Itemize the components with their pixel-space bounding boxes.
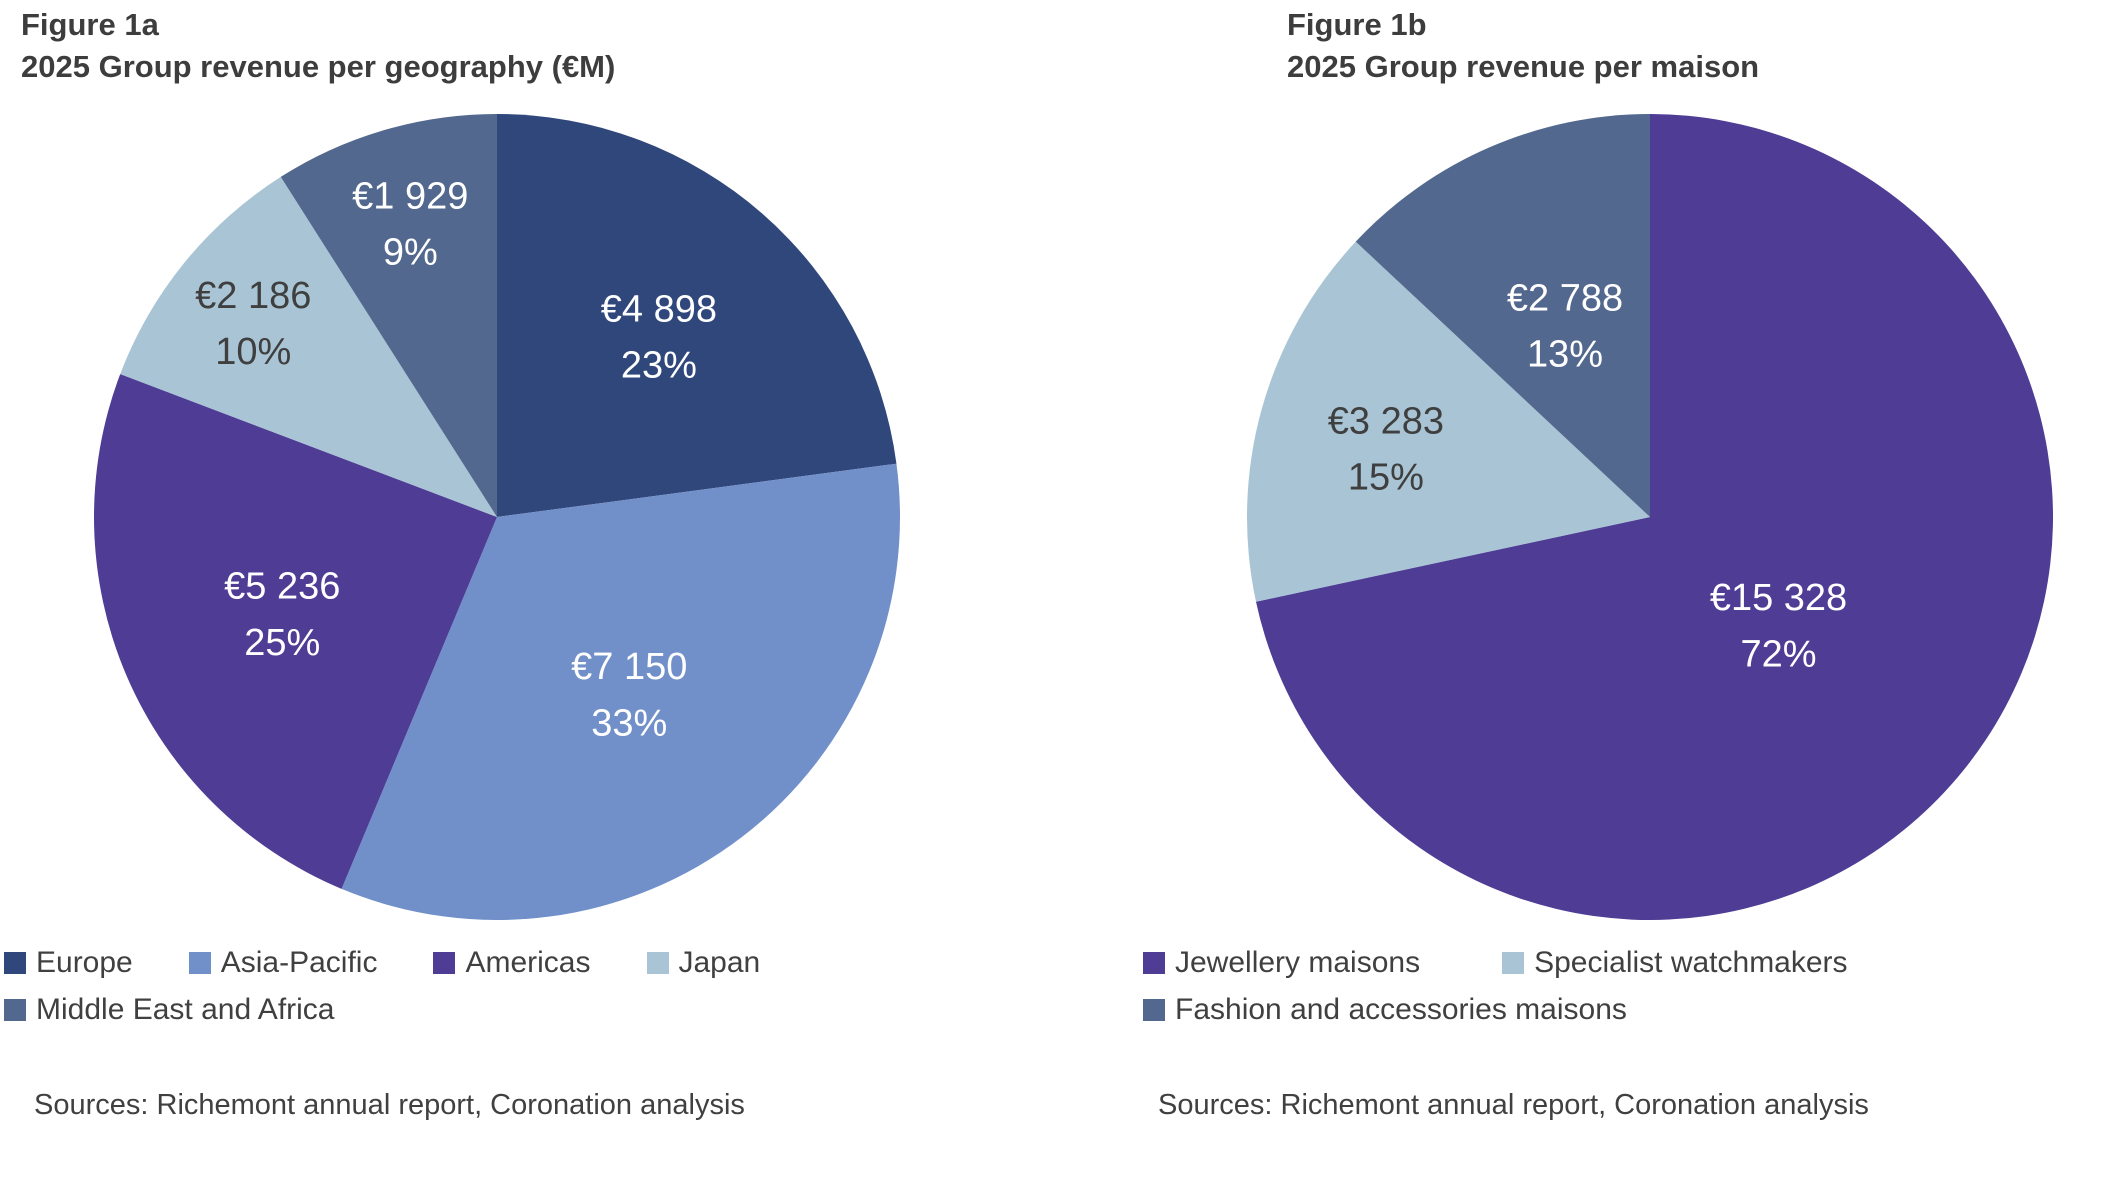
pie-chart-maison: €15 328 72% €3 283 15% €2 788 13% [1247, 114, 2053, 920]
legend-item-americas: Americas [433, 946, 591, 980]
legend-geography: Europe Asia-Pacific Americas Japan Middle Ea… [4, 946, 944, 1027]
legend-swatch-fashion-and-accessories-maisons [1143, 999, 1165, 1021]
figure-1a-title: Figure 1a 2025 Group revenue per geograp… [21, 4, 615, 87]
legend-swatch-americas [433, 952, 456, 974]
legend-swatch-asia-pacific [188, 952, 211, 974]
legend-item-jewellery-maisons: Jewellery maisons [1143, 946, 1420, 980]
figure-1a-label: Figure 1a [21, 7, 159, 42]
pie-slice-jewellery-maisons [1256, 114, 2053, 920]
legend-swatch-europe [4, 952, 26, 974]
legend-item-fashion-and-accessories-maisons: Fashion and accessories maisons [1143, 993, 1627, 1027]
legend-swatch-jewellery-maisons [1143, 952, 1165, 974]
pie-label-europe: €4 898 23% [601, 288, 717, 386]
legend-label-specialist-watchmakers: Specialist watchmakers [1534, 946, 1848, 979]
pie-slice-middle-east-and-africa [280, 114, 497, 517]
source-note-maison: Sources: Richemont annual report, Corona… [1158, 1089, 1869, 1121]
legend-item-japan: Japan [646, 946, 761, 980]
legend-item-europe: Europe [4, 946, 133, 980]
pie-slice-asia-pacific [341, 463, 900, 920]
pie-label-americas: €5 236 25% [224, 566, 340, 664]
legend-swatch-specialist-watchmakers [1502, 952, 1525, 974]
pie-label-middle-east-and-africa: €1 929 9% [352, 175, 468, 273]
figure-1b-subtitle: 2025 Group revenue per maison [1287, 48, 1760, 84]
legend-item-middle-east-and-africa: Middle East and Africa [4, 993, 335, 1027]
pie-slice-specialist-watchmakers [1247, 241, 1650, 602]
legend-label-fashion-and-accessories-maisons: Fashion and accessories maisons [1175, 993, 1627, 1026]
figure-1b-title: Figure 1b 2025 Group revenue per maison [1287, 4, 1759, 87]
pie-slice-fashion-and-accessories-maisons [1355, 114, 1650, 517]
legend-swatch-middle-east-and-africa [4, 999, 26, 1021]
pie-label-specialist-watchmakers: €3 283 15% [1328, 400, 1444, 498]
legend-label-japan: Japan [678, 946, 761, 979]
source-note-geography: Sources: Richemont annual report, Corona… [34, 1089, 745, 1121]
pie-svg-0: €4 898 23% €7 150 33% €5 236 25% €2 186 10% €1 9… [94, 114, 900, 920]
legend-label-jewellery-maisons: Jewellery maisons [1175, 946, 1421, 979]
legend-maison: Jewellery maisons Specialist watchmakers F… [1143, 946, 2103, 1027]
pie-slice-europe [497, 114, 897, 517]
legend-label-americas: Americas [465, 946, 591, 979]
legend-label-asia-pacific: Asia-Pacific [220, 946, 378, 979]
pie-label-japan: €2 186 10% [195, 275, 311, 373]
pie-slice-japan [120, 176, 497, 517]
legend-item-asia-pacific: Asia-Pacific [188, 946, 378, 980]
pie-chart-geography: €4 898 23% €7 150 33% €5 236 25% €2 186 10% €1 9… [94, 114, 900, 920]
pie-slice-americas [94, 374, 497, 889]
pie-svg-1: €15 328 72% €3 283 15% €2 788 13% [1247, 114, 2053, 920]
pie-label-fashion-and-accessories-maisons: €2 788 13% [1507, 277, 1623, 375]
figure-1a-subtitle: 2025 Group revenue per geography (€M) [21, 48, 616, 84]
legend-item-specialist-watchmakers: Specialist watchmakers [1502, 946, 1848, 980]
figure-1b-label: Figure 1b [1287, 7, 1427, 42]
legend-label-middle-east-and-africa: Middle East and Africa [36, 993, 335, 1026]
pie-label-jewellery-maisons: €15 328 72% [1710, 577, 1847, 675]
legend-swatch-japan [646, 952, 669, 974]
legend-label-europe: Europe [36, 946, 133, 979]
pie-label-asia-pacific: €7 150 33% [571, 646, 687, 744]
